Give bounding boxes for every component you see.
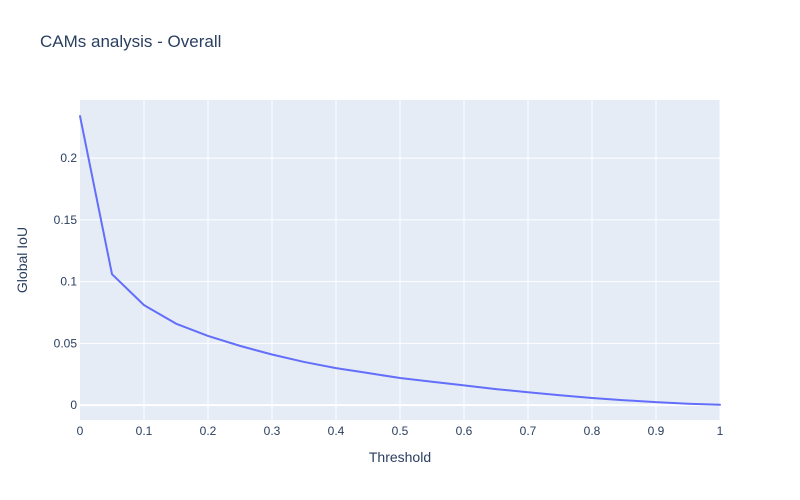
data-point[interactable] — [621, 397, 627, 403]
y-axis-title: Global IoU — [14, 227, 30, 293]
y-tick-label: 0.2 — [60, 151, 77, 165]
data-point[interactable] — [589, 395, 595, 401]
x-tick-label: 0.5 — [392, 424, 409, 438]
data-point[interactable] — [429, 379, 435, 385]
data-point[interactable] — [269, 352, 275, 358]
data-point[interactable] — [109, 271, 115, 277]
data-point[interactable] — [365, 370, 371, 376]
data-point[interactable] — [77, 113, 83, 119]
data-point[interactable] — [237, 343, 243, 349]
data-point[interactable] — [333, 365, 339, 371]
data-point[interactable] — [557, 392, 563, 398]
x-tick-label: 0.2 — [200, 424, 217, 438]
data-point[interactable] — [685, 401, 691, 407]
data-point[interactable] — [141, 302, 147, 308]
x-tick-label: 0.6 — [456, 424, 473, 438]
data-point[interactable] — [653, 399, 659, 405]
x-tick-label: 0.3 — [264, 424, 281, 438]
y-tick-label: 0.15 — [54, 213, 78, 227]
y-tick-label: 0.05 — [54, 336, 78, 350]
x-axis-title: Threshold — [369, 449, 431, 465]
x-tick-label: 0.7 — [520, 424, 537, 438]
y-tick-label: 0 — [70, 398, 77, 412]
data-point[interactable] — [301, 359, 307, 365]
data-point[interactable] — [717, 402, 723, 408]
data-point[interactable] — [205, 333, 211, 339]
x-tick-label: 0 — [77, 424, 84, 438]
y-tick-label: 0.1 — [60, 275, 77, 289]
data-point[interactable] — [173, 321, 179, 327]
x-tick-label: 0.9 — [648, 424, 665, 438]
x-tick-label: 0.4 — [328, 424, 345, 438]
chart-title: CAMs analysis - Overall — [40, 32, 222, 51]
series-line[interactable] — [79, 115, 721, 406]
data-point[interactable] — [461, 382, 467, 388]
data-point[interactable] — [493, 386, 499, 392]
data-point[interactable] — [397, 375, 403, 381]
data-point[interactable] — [525, 389, 531, 395]
x-tick-label: 0.1 — [136, 424, 153, 438]
x-tick-label: 0.8 — [584, 424, 601, 438]
x-tick-label: 1 — [717, 424, 724, 438]
